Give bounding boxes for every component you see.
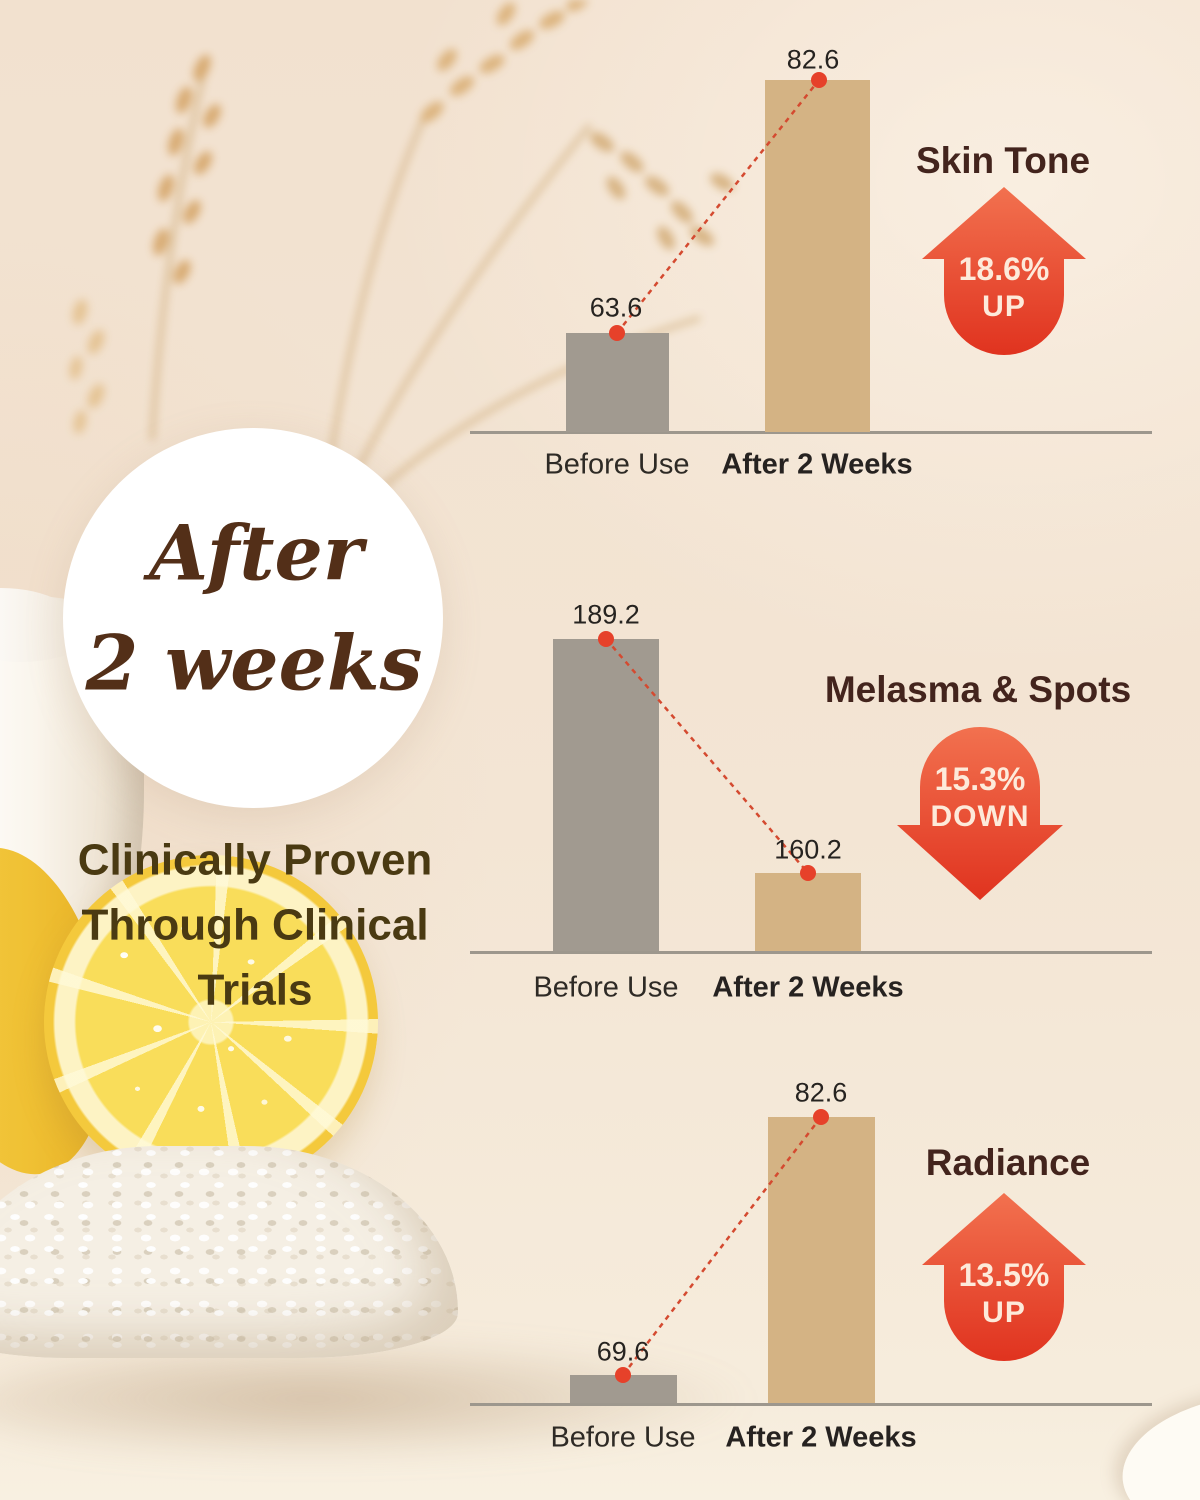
chart-title: Skin Tone	[915, 140, 1091, 181]
up-arrow-badge: 13.5% UP	[922, 1193, 1086, 1363]
after-2-weeks-badge	[63, 428, 443, 808]
change-percent: 18.6%	[958, 251, 1050, 287]
axis-label-after: After 2 Weeks	[712, 971, 904, 1004]
down-arrow-icon	[897, 727, 1063, 900]
change-text: 13.5% UP	[922, 1257, 1086, 1331]
change-text: 15.3% DOWN	[897, 761, 1063, 835]
change-text: 18.6% UP	[922, 251, 1086, 325]
change-percent: 15.3%	[934, 761, 1026, 797]
value-after: 160.2	[774, 834, 842, 865]
chart-title: Melasma & Spots	[824, 669, 1132, 710]
axis-label-before: Before Use	[533, 971, 679, 1004]
axis-label-after: After 2 Weeks	[721, 448, 913, 481]
bar-before-use	[570, 1375, 677, 1403]
value-before: 189.2	[572, 599, 640, 630]
chart-melasma-spots: 189.2 160.2 Before Use After 2 Weeks Mel…	[460, 600, 1160, 1020]
claim-line-2: Through Clinical	[81, 900, 429, 950]
change-direction: UP	[982, 1296, 1026, 1329]
change-direction: UP	[982, 290, 1026, 323]
axis-label-after: After 2 Weeks	[725, 1421, 917, 1454]
claim-line-1: Clinically Proven	[77, 835, 433, 885]
chart-radiance: 69.6 82.6 Before Use After 2 Weeks Radia…	[460, 1077, 1160, 1500]
rice-grains-pile-photo	[0, 1146, 458, 1358]
up-arrow-icon	[922, 187, 1086, 355]
change-percent: 13.5%	[958, 1257, 1050, 1293]
chart-baseline	[470, 951, 1152, 954]
clinical-claim-text: Clinically Proven Through Clinical Trial…	[78, 828, 433, 1023]
change-direction: DOWN	[930, 800, 1030, 833]
chart-baseline	[470, 1403, 1152, 1406]
down-arrow-badge: 15.3% DOWN	[897, 725, 1063, 900]
badge-line-1: After	[149, 508, 363, 598]
bar-after-2-weeks	[765, 80, 870, 432]
value-before: 69.6	[596, 1336, 650, 1367]
up-arrow-icon	[922, 1193, 1086, 1361]
axis-label-before: Before Use	[544, 448, 690, 481]
chart-skin-tone: 63.6 82.6 Before Use After 2 Weeks Skin …	[460, 40, 1160, 490]
value-before: 63.6	[589, 292, 643, 323]
badge-line-2: 2 weeks	[85, 618, 423, 708]
up-arrow-badge: 18.6% UP	[922, 187, 1086, 357]
value-after: 82.6	[786, 44, 840, 75]
claim-line-3: Trials	[197, 965, 313, 1015]
bar-after-2-weeks	[768, 1117, 875, 1403]
axis-label-before: Before Use	[550, 1421, 696, 1454]
bar-before-use	[566, 333, 669, 432]
bar-before-use	[553, 639, 659, 951]
value-after: 82.6	[794, 1077, 848, 1108]
chart-title: Radiance	[925, 1142, 1091, 1183]
lemon-slice-highlights	[44, 855, 378, 1189]
bar-after-2-weeks	[755, 873, 861, 951]
chart-baseline	[470, 431, 1152, 434]
